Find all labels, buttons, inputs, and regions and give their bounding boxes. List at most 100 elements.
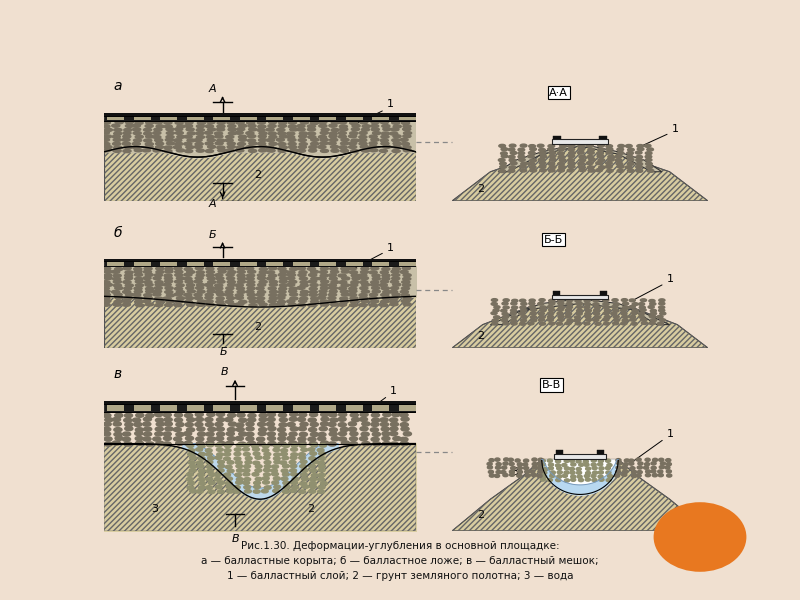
Circle shape [206,441,214,445]
Circle shape [403,303,411,306]
Circle shape [651,466,656,469]
Circle shape [591,475,596,478]
Circle shape [547,305,554,308]
Circle shape [499,170,506,173]
Circle shape [341,267,349,270]
Circle shape [227,142,235,145]
Polygon shape [452,460,708,531]
Circle shape [371,437,379,442]
Circle shape [226,149,234,152]
Circle shape [290,149,298,152]
Circle shape [608,155,614,158]
Circle shape [124,442,132,446]
Circle shape [299,433,307,436]
Circle shape [249,149,257,152]
Circle shape [330,267,338,270]
Circle shape [224,473,230,476]
Circle shape [500,162,506,165]
Circle shape [319,124,327,127]
Circle shape [369,145,377,148]
Circle shape [382,268,390,271]
Circle shape [218,149,226,152]
Circle shape [504,458,509,461]
Circle shape [330,303,339,306]
Circle shape [282,456,289,460]
Circle shape [370,149,378,152]
Circle shape [392,277,400,280]
Bar [186,404,204,411]
Circle shape [330,418,338,422]
Circle shape [218,460,225,464]
Circle shape [144,132,152,135]
Circle shape [568,165,575,168]
Circle shape [237,290,246,293]
Circle shape [550,471,555,474]
Circle shape [156,125,164,128]
Circle shape [648,305,654,308]
Circle shape [310,293,318,296]
Bar [399,404,416,411]
Circle shape [618,145,625,148]
Circle shape [146,287,154,290]
Circle shape [308,304,316,307]
Circle shape [186,428,194,432]
Circle shape [560,145,566,148]
Circle shape [196,437,204,441]
Circle shape [568,145,574,148]
Circle shape [269,293,277,296]
Circle shape [557,475,562,478]
Circle shape [318,145,326,149]
Circle shape [571,463,576,466]
Circle shape [593,319,599,322]
Circle shape [287,271,295,274]
Circle shape [102,290,110,293]
Circle shape [557,467,562,470]
Circle shape [320,142,328,145]
Circle shape [527,155,534,158]
Circle shape [310,478,317,481]
Circle shape [145,124,154,128]
Circle shape [328,300,336,303]
Circle shape [238,418,246,422]
Circle shape [508,458,514,461]
Circle shape [510,319,517,322]
Circle shape [381,300,389,303]
Circle shape [596,169,602,172]
Circle shape [226,431,234,436]
Circle shape [576,302,582,305]
Circle shape [549,308,554,311]
Circle shape [238,277,246,280]
Circle shape [135,280,143,283]
Circle shape [300,121,309,124]
Bar [134,262,150,266]
Text: б: б [114,226,122,240]
Circle shape [164,418,172,422]
Circle shape [393,436,401,440]
Circle shape [176,149,185,152]
Circle shape [330,270,338,274]
Circle shape [587,155,594,158]
Circle shape [254,485,261,488]
Circle shape [195,422,203,427]
Circle shape [359,417,367,421]
Circle shape [575,322,582,325]
Circle shape [196,136,205,139]
Circle shape [598,460,603,463]
Circle shape [206,271,214,274]
Circle shape [518,152,525,155]
Circle shape [274,485,281,488]
Circle shape [538,158,545,161]
Circle shape [208,145,216,148]
Circle shape [532,463,538,466]
Circle shape [518,148,525,151]
Circle shape [282,473,290,476]
Circle shape [144,427,152,431]
Circle shape [289,441,297,445]
Circle shape [598,463,602,466]
Circle shape [289,280,297,283]
Circle shape [114,128,122,131]
Circle shape [501,148,508,151]
Circle shape [321,149,329,152]
Circle shape [217,125,225,128]
Circle shape [340,290,349,293]
